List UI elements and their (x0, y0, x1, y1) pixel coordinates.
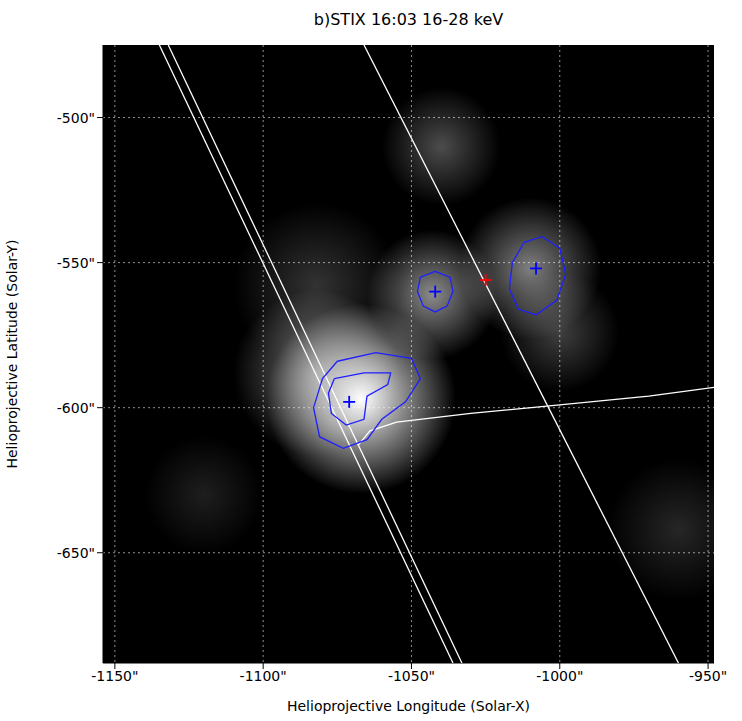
svg-text:-1150": -1150" (91, 668, 138, 684)
svg-text:-500": -500" (57, 110, 95, 126)
svg-text:-1050": -1050" (388, 668, 435, 684)
svg-text:Helioprojective Latitude (Sola: Helioprojective Latitude (Solar-Y) (4, 239, 20, 468)
svg-text:-650": -650" (57, 545, 95, 561)
svg-text:-600": -600" (57, 400, 95, 416)
svg-text:Helioprojective Longitude (Sol: Helioprojective Longitude (Solar-X) (287, 698, 530, 714)
html-text:b)STIX 16:03 16-28 keV: b)STIX 16:03 16-28 keV (313, 10, 504, 29)
svg-text:-1100": -1100" (240, 668, 287, 684)
svg-text:-1000": -1000" (536, 668, 583, 684)
svg-text:-550": -550" (57, 255, 95, 271)
svg-text:-950": -950" (689, 668, 727, 684)
